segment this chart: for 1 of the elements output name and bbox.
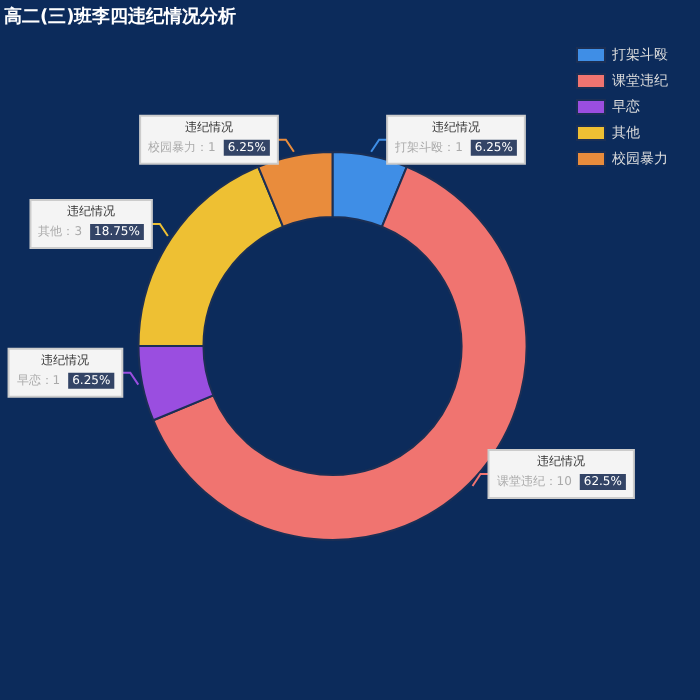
chart-title: 高二(三)班李四违纪情况分析 <box>4 5 237 28</box>
